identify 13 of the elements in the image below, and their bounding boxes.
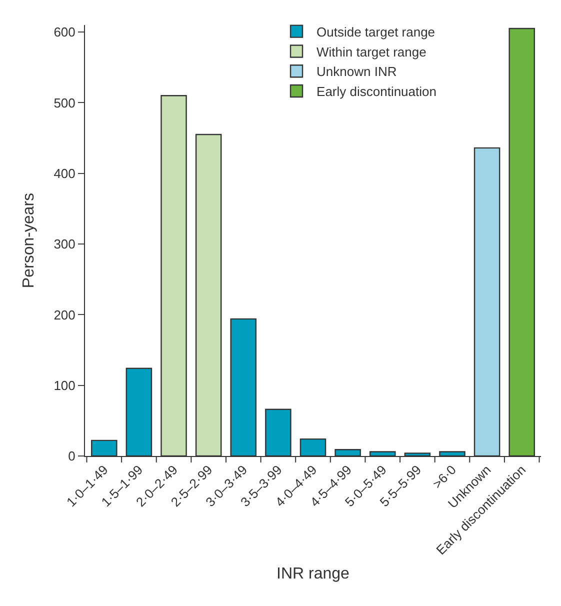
y-tick-label: 500 [54, 95, 76, 110]
legend-label: Early discontinuation [316, 84, 436, 100]
x-axis-title: INR range [276, 565, 350, 582]
legend-label: Outside target range [316, 24, 436, 40]
y-axis-title: Person-years [20, 192, 38, 288]
legend-label: Unknown INR [316, 64, 397, 80]
y-tick-label: 0 [68, 448, 76, 464]
y-tick-label: 300 [54, 236, 76, 252]
legend-label: Within target range [316, 44, 426, 60]
y-tick-label: 200 [54, 307, 76, 322]
y-tick-label: 600 [54, 24, 76, 40]
y-tick-label: 400 [54, 166, 76, 181]
y-tick-label: 100 [54, 378, 76, 393]
